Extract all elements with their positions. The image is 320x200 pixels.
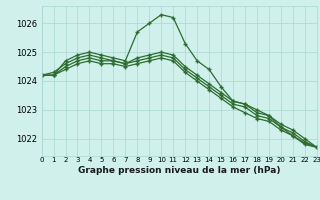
- X-axis label: Graphe pression niveau de la mer (hPa): Graphe pression niveau de la mer (hPa): [78, 166, 280, 175]
